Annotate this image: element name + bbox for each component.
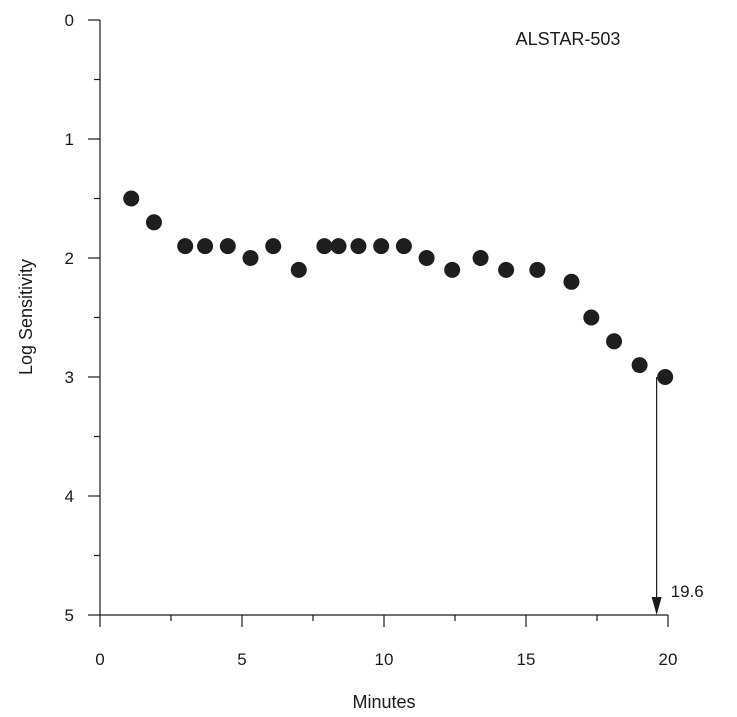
y-tick-label: 2 [65,249,74,268]
x-axis-title: Minutes [352,692,415,712]
axis-ticks [88,19,669,627]
data-point [177,238,194,255]
data-point [290,261,307,278]
data-point [583,309,600,326]
annotation-label: 19.6 [671,582,704,601]
annotation-arrow-head [651,597,662,615]
axes [99,20,668,616]
data-points [123,190,674,385]
data-point [529,261,546,278]
y-tick-label: 3 [65,368,74,387]
data-point [219,238,236,255]
chart-title: ALSTAR-503 [516,29,621,49]
data-point [330,238,347,255]
data-point [350,238,367,255]
data-point [472,250,489,266]
data-point [498,261,515,278]
data-point [316,238,333,255]
data-point [265,238,282,255]
data-point [606,333,623,350]
data-point [418,250,435,266]
x-tick-label: 0 [95,650,104,669]
y-tick-label: 1 [65,130,74,149]
x-tick-label: 10 [375,650,394,669]
data-point [197,238,214,255]
data-point [631,357,648,374]
data-point [563,273,580,290]
x-tick-label: 20 [659,650,678,669]
x-tick-label: 5 [237,650,246,669]
data-point [373,238,390,255]
y-axis-title: Log Sensitivity [16,259,36,375]
tick-labels: 0 1 2 3 4 5 0 5 10 15 20 [65,11,678,669]
y-tick-label: 0 [65,11,74,30]
data-point [123,190,140,207]
y-tick-label: 5 [65,606,74,625]
y-tick-label: 4 [65,487,74,506]
data-point [145,214,162,231]
data-point [657,369,674,385]
annotations: 19.6 [651,377,704,615]
data-point [242,250,259,266]
data-point [444,261,461,278]
data-point [395,238,412,255]
x-tick-label: 15 [517,650,536,669]
